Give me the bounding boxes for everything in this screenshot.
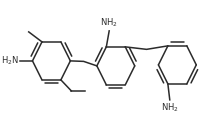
Text: $\mathsf{H_2N}$: $\mathsf{H_2N}$ bbox=[1, 55, 19, 67]
Text: $\mathsf{NH_2}$: $\mathsf{NH_2}$ bbox=[100, 16, 118, 29]
Text: $\mathsf{NH_2}$: $\mathsf{NH_2}$ bbox=[161, 102, 179, 114]
